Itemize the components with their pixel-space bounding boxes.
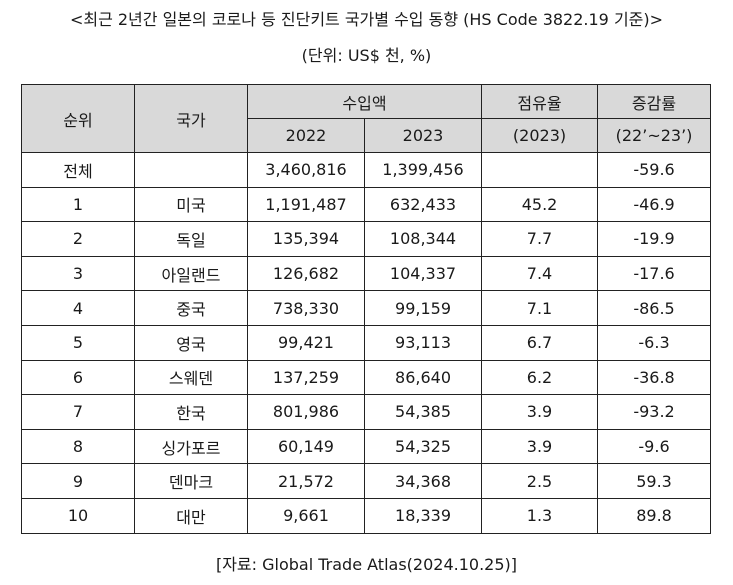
table-row-total: 전체 3,460,816 1,399,456 -59.6 — [21, 152, 712, 188]
cell-country: 싱가포르 — [134, 428, 248, 465]
cell-2022: 9,661 — [247, 497, 365, 534]
cell-2023: 86,640 — [363, 359, 483, 396]
cell-2022: 21,572 — [247, 463, 365, 499]
cell-2022: 60,149 — [247, 428, 365, 465]
cell-2022: 1,191,487 — [247, 186, 365, 223]
cell-country: 독일 — [134, 221, 248, 257]
cell-change: -9.6 — [597, 428, 712, 465]
cell-country: 스웨덴 — [134, 359, 248, 396]
cell-change: 89.8 — [597, 497, 712, 534]
cell-rank: 10 — [21, 497, 135, 534]
table-title: <최근 2년간 일본의 코로나 등 진단키트 국가별 수입 동향 (HS Cod… — [69, 10, 664, 29]
table-row: 6 스웨덴 137,259 86,640 6.2 -36.8 — [21, 359, 712, 396]
cell-2022: 738,330 — [247, 290, 365, 326]
cell-2022: 801,986 — [247, 394, 365, 430]
cell-2023: 54,385 — [363, 394, 483, 430]
table-row: 5 영국 99,421 93,113 6.7 -6.3 — [21, 324, 712, 361]
cell-2023: 99,159 — [363, 290, 483, 326]
cell-change: -59.6 — [597, 152, 712, 188]
cell-share: 7.7 — [481, 221, 599, 257]
cell-2023: 54,325 — [363, 428, 483, 465]
cell-2022: 126,682 — [247, 255, 365, 292]
header-year-2022: 2022 — [247, 118, 365, 153]
cell-change: -86.5 — [597, 290, 712, 326]
unit-note: (단위: US$ 천, %) — [301, 46, 432, 65]
cell-country: 한국 — [134, 394, 248, 430]
cell-country: 아일랜드 — [134, 255, 248, 292]
import-table: 순위 국가 수입액 점유율 증감률 2022 2023 (2023) (22’~… — [21, 84, 712, 534]
table-row: 4 중국 738,330 99,159 7.1 -86.5 — [21, 290, 712, 326]
cell-country: 중국 — [134, 290, 248, 326]
cell-country: 덴마크 — [134, 463, 248, 499]
cell-share: 1.3 — [481, 497, 599, 534]
header-rank: 순위 — [21, 84, 135, 153]
table-row: 7 한국 801,986 54,385 3.9 -93.2 — [21, 394, 712, 430]
cell-country: 대만 — [134, 497, 248, 534]
cell-2022: 3,460,816 — [247, 152, 365, 188]
cell-country: 미국 — [134, 186, 248, 223]
cell-2023: 18,339 — [363, 497, 483, 534]
cell-country: 영국 — [134, 324, 248, 361]
cell-2022: 137,259 — [247, 359, 365, 396]
header-share: 점유율 — [481, 84, 599, 119]
cell-share: 7.4 — [481, 255, 599, 292]
cell-change: -93.2 — [597, 394, 712, 430]
cell-rank: 1 — [21, 186, 135, 223]
source-note: [자료: Global Trade Atlas(2024.10.25)] — [215, 555, 518, 574]
cell-rank: 5 — [21, 324, 135, 361]
cell-rank: 전체 — [21, 152, 135, 188]
cell-rank: 7 — [21, 394, 135, 430]
header-change-sub: (22’~23’) — [597, 118, 712, 153]
table-row: 8 싱가포르 60,149 54,325 3.9 -9.6 — [21, 428, 712, 465]
cell-change: -36.8 — [597, 359, 712, 396]
header-year-2023: 2023 — [363, 118, 483, 153]
header-change: 증감률 — [597, 84, 712, 119]
table-row: 3 아일랜드 126,682 104,337 7.4 -17.6 — [21, 255, 712, 292]
cell-rank: 9 — [21, 463, 135, 499]
cell-change: 59.3 — [597, 463, 712, 499]
cell-2022: 99,421 — [247, 324, 365, 361]
cell-change: -6.3 — [597, 324, 712, 361]
table-row: 10 대만 9,661 18,339 1.3 89.8 — [21, 497, 712, 534]
cell-rank: 3 — [21, 255, 135, 292]
header-import-amount: 수입액 — [246, 84, 483, 119]
cell-2023: 93,113 — [363, 324, 483, 361]
cell-change: -17.6 — [597, 255, 712, 292]
table-row: 2 독일 135,394 108,344 7.7 -19.9 — [21, 221, 712, 257]
cell-rank: 2 — [21, 221, 135, 257]
cell-rank: 4 — [21, 290, 135, 326]
cell-share: 6.2 — [481, 359, 599, 396]
table-row: 1 미국 1,191,487 632,433 45.2 -46.9 — [21, 186, 712, 223]
cell-share: 45.2 — [481, 186, 599, 223]
cell-2023: 1,399,456 — [363, 152, 483, 188]
cell-2022: 135,394 — [247, 221, 365, 257]
cell-change: -46.9 — [597, 186, 712, 223]
cell-share — [481, 152, 599, 188]
cell-share: 3.9 — [481, 428, 599, 465]
header-country: 국가 — [134, 84, 248, 153]
cell-country — [134, 152, 248, 188]
cell-2023: 108,344 — [363, 221, 483, 257]
cell-rank: 8 — [21, 428, 135, 465]
cell-2023: 632,433 — [363, 186, 483, 223]
cell-2023: 34,368 — [363, 463, 483, 499]
table-row: 9 덴마크 21,572 34,368 2.5 59.3 — [21, 463, 712, 499]
cell-2023: 104,337 — [363, 255, 483, 292]
cell-rank: 6 — [21, 359, 135, 396]
cell-share: 2.5 — [481, 463, 599, 499]
cell-share: 6.7 — [481, 324, 599, 361]
header-share-sub: (2023) — [481, 118, 599, 153]
cell-share: 3.9 — [481, 394, 599, 430]
cell-change: -19.9 — [597, 221, 712, 257]
cell-share: 7.1 — [481, 290, 599, 326]
